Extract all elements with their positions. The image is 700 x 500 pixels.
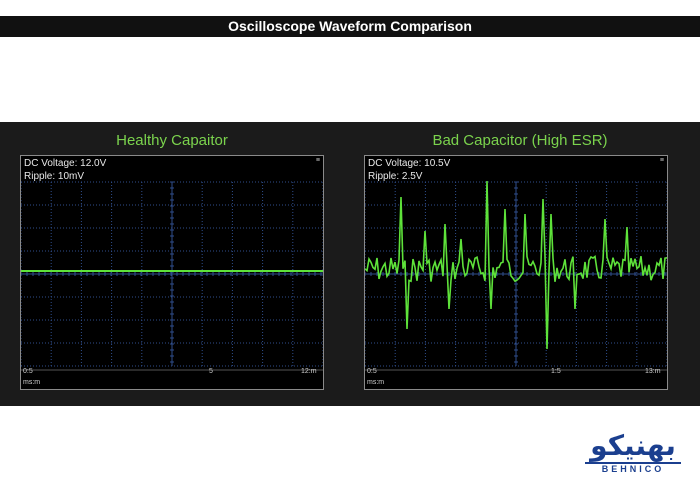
bad-x-label-mid: 1:5 bbox=[551, 368, 561, 375]
bad-x-label-start: 0:5 bbox=[367, 368, 377, 375]
page-title: Oscilloscope Waveform Comparison bbox=[0, 16, 700, 37]
healthy-panel-title: Healthy Capaitor bbox=[116, 132, 228, 149]
logo-text-fa: بهنیکو bbox=[590, 429, 676, 462]
bad-panel-title: Bad Capacitor (High ESR) bbox=[432, 132, 608, 149]
bad-scope-screen: DC Voltage: 10.5V Ripple: 2.5V ≡ 0:5 1:5… bbox=[364, 155, 668, 390]
bad-menu-icon: ≡ bbox=[659, 157, 664, 164]
bad-waveform-trace bbox=[365, 180, 667, 350]
healthy-menu-icon: ≡ bbox=[315, 157, 320, 164]
healthy-unit-label: ms:m bbox=[23, 379, 41, 386]
bad-scope-plot bbox=[365, 180, 667, 371]
healthy-scope-screen: DC Voltage: 12.0V Ripple: 10mV ≡ 0:5 5 1… bbox=[20, 155, 324, 390]
logo-text-en: BEHNICO bbox=[601, 464, 665, 474]
bad-dc-voltage: DC Voltage: 10.5V bbox=[368, 158, 451, 169]
healthy-x-label-mid: 5 bbox=[209, 368, 213, 375]
healthy-ripple: Ripple: 10mV bbox=[24, 171, 85, 182]
healthy-scope-plot bbox=[21, 181, 323, 371]
healthy-dc-voltage: DC Voltage: 12.0V bbox=[24, 158, 107, 169]
bad-x-label-end: 13:m bbox=[645, 368, 661, 375]
healthy-x-label-end: 12:m bbox=[301, 368, 317, 375]
bad-ripple: Ripple: 2.5V bbox=[368, 171, 423, 182]
behnico-logo: بهنیکو BEHNICO bbox=[583, 429, 683, 479]
bad-unit-label: ms:m bbox=[367, 379, 385, 386]
healthy-x-label-start: 0:5 bbox=[23, 368, 33, 375]
logo-underline bbox=[585, 462, 681, 464]
